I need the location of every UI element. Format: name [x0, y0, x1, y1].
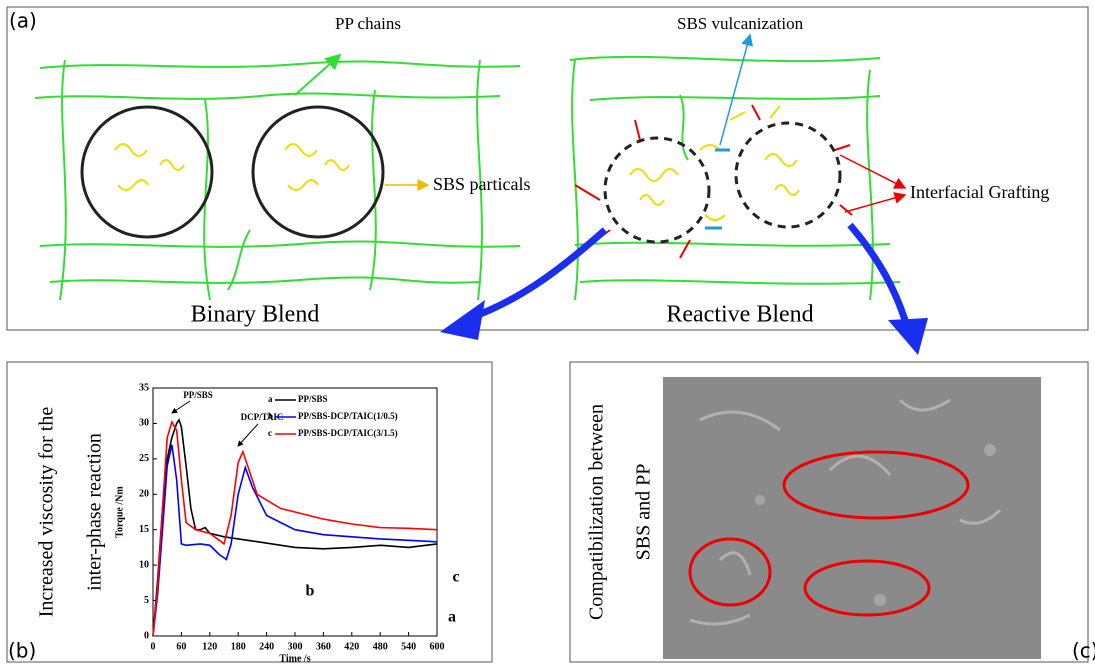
side-text: Increased viscosity for the: [36, 407, 58, 618]
x-tick-label: 60: [176, 641, 186, 652]
x-tick-label: 300: [288, 641, 303, 652]
y-tick-label: 35: [139, 382, 149, 393]
side-text: SBS and PP: [633, 464, 655, 561]
x-tick-label: 540: [401, 641, 416, 652]
side-text: inter-phase reaction: [84, 433, 106, 591]
x-tick-label: 600: [430, 641, 445, 652]
x-tick-label: 480: [373, 641, 388, 652]
legend-label: PP/SBS: [298, 394, 328, 404]
panel-label: (a): [9, 9, 37, 33]
reactive-blend-diagram: [570, 35, 905, 300]
x-tick-label: 120: [202, 641, 217, 652]
annotation-arrow: [238, 424, 258, 446]
pp-chains-label: PP chains: [335, 14, 401, 33]
y-tick-label: 15: [139, 524, 149, 535]
curve-label: b: [306, 583, 315, 600]
interfacial-grafting-label: Interfacial Grafting: [910, 182, 1049, 202]
y-axis-label: Torque /Nm: [114, 486, 125, 538]
y-tick-label: 5: [144, 595, 149, 606]
x-axis-label: Time /s: [279, 653, 310, 664]
figure: (a) PP chains SBS particals Binary Blend…: [0, 0, 1095, 664]
x-tick-label: 0: [151, 641, 156, 652]
side-text: Compatibilization between: [586, 404, 608, 620]
panel-b-frame: [7, 362, 492, 662]
curve-label: c: [452, 569, 459, 586]
y-tick-label: 0: [144, 630, 149, 641]
y-tick-label: 20: [139, 489, 149, 500]
sem-image: [663, 377, 1041, 659]
torque-chart: 0 60 120 180 240 300 360 420 480 540 600 0 5 10 15 20 25…: [139, 382, 445, 652]
sbs-vulcanization-label: SBS vulcanization: [677, 14, 804, 33]
annotation: PP/SBS: [183, 390, 213, 400]
curve-label: a: [448, 609, 456, 626]
series-line: [153, 445, 437, 636]
legend-key: b: [268, 411, 273, 421]
reactive-blend-label: Reactive Blend: [666, 302, 813, 328]
y-tick-label: 30: [139, 418, 149, 429]
sbs-particles-label: SBS particals: [433, 174, 531, 194]
panel-label: (c): [1072, 639, 1095, 663]
legend-key: a: [268, 394, 273, 404]
legend-key: c: [268, 428, 272, 438]
binary-blend-label: Binary Blend: [191, 302, 320, 328]
annotation-arrow: [172, 401, 190, 413]
x-tick-label: 360: [316, 641, 331, 652]
legend-label: PP/SBS-DCP/TAIC(3/1.5): [298, 428, 398, 438]
panel-label: (b): [8, 639, 36, 663]
x-tick-label: 420: [344, 641, 359, 652]
legend-label: PP/SBS-DCP/TAIC(1/0.5): [298, 411, 398, 421]
x-tick-label: 180: [231, 641, 246, 652]
y-tick-label: 25: [139, 453, 149, 464]
x-tick-label: 240: [259, 641, 274, 652]
y-tick-label: 10: [139, 559, 149, 570]
